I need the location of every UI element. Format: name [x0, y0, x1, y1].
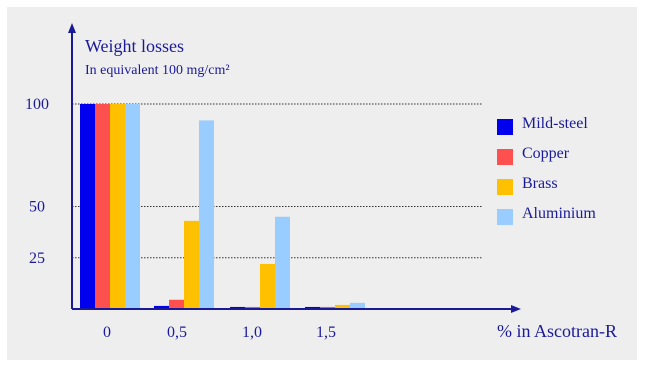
legend-label-mild-steel: Mild-steel — [522, 115, 588, 132]
bar-mild-steel-0,5 — [154, 305, 169, 309]
x-tick-label: 1,5 — [316, 324, 336, 341]
chart-panel: Weight losses In equivalent 100 mg/cm² %… — [7, 7, 637, 360]
x-axis-label: % in Ascotran-R — [497, 321, 617, 341]
bar-brass-1,5 — [335, 304, 350, 309]
bar-copper-1,5 — [320, 306, 335, 309]
bar-mild-steel-0 — [80, 104, 95, 309]
legend-swatch-brass — [497, 179, 513, 195]
x-tick-label: 1,0 — [242, 324, 262, 341]
legend-label-aluminium: Aluminium — [522, 205, 596, 222]
legend-label-brass: Brass — [522, 175, 558, 192]
x-tick-label: 0,5 — [167, 324, 187, 341]
legend-swatch-mild-steel — [497, 119, 513, 135]
bar-aluminium-1,0 — [275, 216, 290, 309]
y-tick-label: 100 — [25, 96, 49, 113]
y-tick-label: 50 — [29, 199, 45, 216]
bar-brass-0,5 — [184, 220, 199, 309]
bar-copper-1,0 — [245, 306, 260, 309]
x-axis-arrow — [511, 305, 521, 313]
x-tick-label: 0 — [103, 324, 111, 341]
bar-brass-0 — [110, 104, 125, 309]
bar-copper-0 — [95, 104, 110, 309]
bar-mild-steel-1,0 — [230, 306, 245, 309]
legend-swatch-copper — [497, 149, 513, 165]
x-tick-labels: 0 0,5 1,0 1,5 — [103, 324, 336, 341]
chart-title: Weight losses — [85, 36, 184, 56]
legend: Mild-steel Copper Brass Aluminium — [497, 115, 596, 225]
legend-swatch-aluminium — [497, 209, 513, 225]
bar-mild-steel-1,5 — [305, 306, 320, 309]
bar-aluminium-0 — [125, 104, 140, 309]
legend-label-copper: Copper — [522, 145, 570, 162]
y-tick-label: 25 — [29, 250, 45, 267]
bar-chart: Weight losses In equivalent 100 mg/cm² %… — [25, 23, 617, 341]
bars — [80, 104, 365, 310]
bar-copper-0,5 — [169, 299, 184, 309]
y-tick-labels: 100 50 25 — [25, 96, 49, 267]
y-axis-arrow — [68, 23, 76, 33]
bar-aluminium-1,5 — [350, 302, 365, 309]
bar-aluminium-0,5 — [199, 120, 214, 310]
bar-brass-1,0 — [260, 263, 275, 309]
chart-subtitle: In equivalent 100 mg/cm² — [85, 63, 230, 78]
